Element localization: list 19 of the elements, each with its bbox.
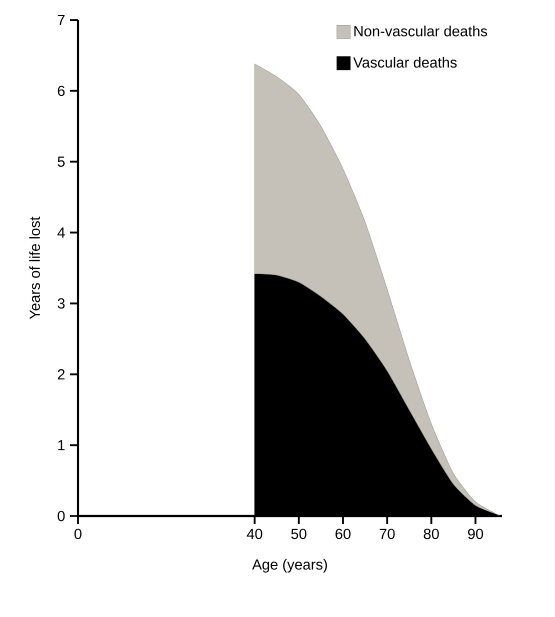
x-tick-label: 0	[74, 528, 82, 540]
x-tick-label: 50	[291, 528, 306, 540]
legend-label: Vascular deaths	[353, 56, 457, 68]
x-tick-label: 80	[424, 528, 439, 540]
x-tick-label: 70	[380, 528, 395, 540]
x-tick-label: 90	[468, 528, 484, 540]
y-tick-label: 4	[57, 228, 65, 238]
y-tick-label: 6	[58, 86, 65, 96]
y-tick-label: 0	[58, 510, 65, 522]
y-tick-label: 7	[58, 14, 65, 26]
y-tick-label: 1	[58, 440, 65, 450]
x-tick-label: 40	[246, 528, 262, 540]
y-tick-label: 5	[58, 156, 65, 167]
x-tick-label: 60	[336, 528, 351, 540]
x-axis-title: Age (years)	[252, 558, 327, 573]
y-tick-label: 3	[58, 298, 65, 309]
y-tick-label: 2	[58, 369, 65, 380]
y-axis-title: Years of life lost	[29, 216, 40, 320]
legend-label: Non-vascular deaths	[354, 26, 488, 36]
